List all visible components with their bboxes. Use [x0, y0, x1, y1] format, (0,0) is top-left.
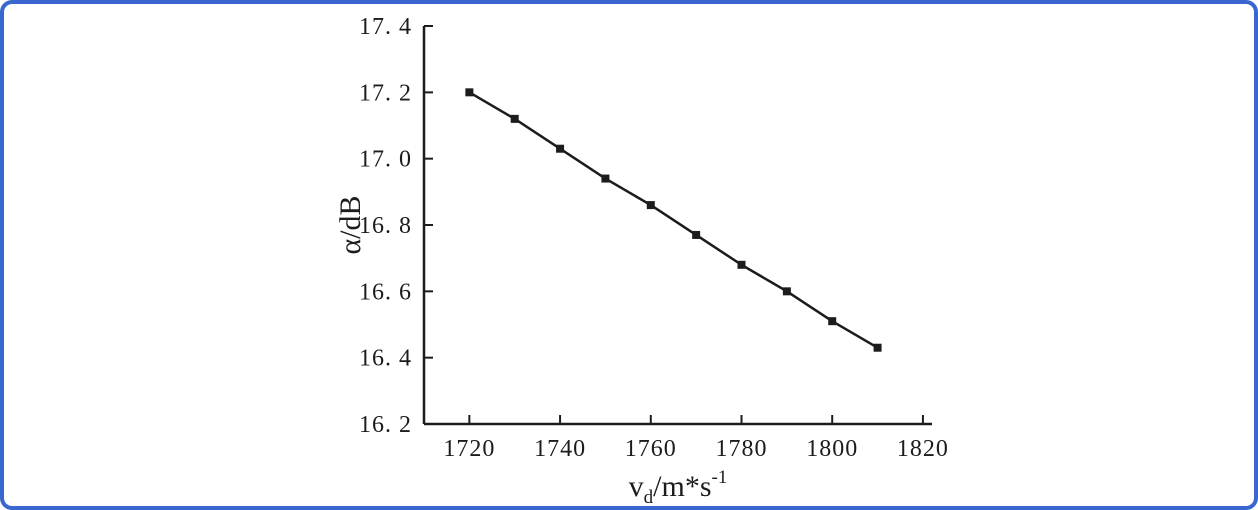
- data-point: [828, 317, 837, 326]
- data-point: [556, 144, 565, 153]
- y-tick-label: 16. 6: [359, 279, 412, 305]
- data-point: [510, 114, 519, 123]
- x-axis-label: vd/m*s-1: [629, 467, 728, 508]
- x-tick-label: 1740: [534, 436, 586, 462]
- data-point: [737, 260, 746, 269]
- y-axis-label: α/dB: [334, 195, 367, 254]
- data-point: [782, 287, 791, 296]
- data-point: [601, 174, 610, 183]
- y-tick-label: 17. 0: [359, 147, 412, 173]
- data-point: [646, 201, 655, 210]
- y-tick-label: 17. 4: [359, 14, 412, 40]
- x-tick-label: 1760: [625, 436, 677, 462]
- data-point: [465, 88, 474, 97]
- line-chart: 1720 1740 1760 1780 1800 1820 16. 2 16. 4 16. 6 1…: [334, 14, 949, 508]
- x-tick-label: 1720: [443, 436, 495, 462]
- y-tick-label: 16. 2: [359, 412, 412, 438]
- x-tick-label: 1820: [897, 436, 949, 462]
- x-tick-label: 1800: [806, 436, 858, 462]
- data-point: [692, 230, 701, 239]
- data-point: [873, 343, 882, 352]
- y-tick-label: 16. 8: [359, 213, 412, 239]
- y-tick-label: 16. 4: [359, 346, 412, 372]
- series-line: [468, 91, 879, 349]
- x-tick-label: 1780: [716, 436, 768, 462]
- y-tick-label: 17. 2: [359, 80, 412, 106]
